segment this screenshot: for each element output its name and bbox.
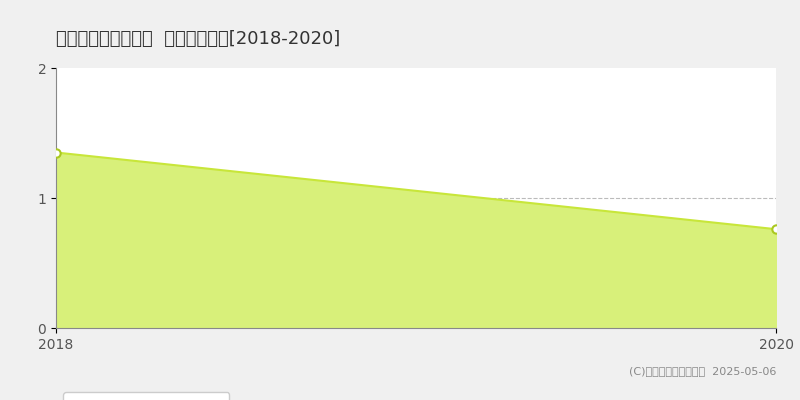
Legend: 土地価格  平均坪単価(万円/坪): 土地価格 平均坪単価(万円/坪) xyxy=(63,392,230,400)
Text: (C)土地価格ドットコム  2025-05-06: (C)土地価格ドットコム 2025-05-06 xyxy=(629,366,776,376)
Text: 東諸県郡国富町向高  土地価格推移[2018-2020]: 東諸県郡国富町向高 土地価格推移[2018-2020] xyxy=(56,30,340,48)
